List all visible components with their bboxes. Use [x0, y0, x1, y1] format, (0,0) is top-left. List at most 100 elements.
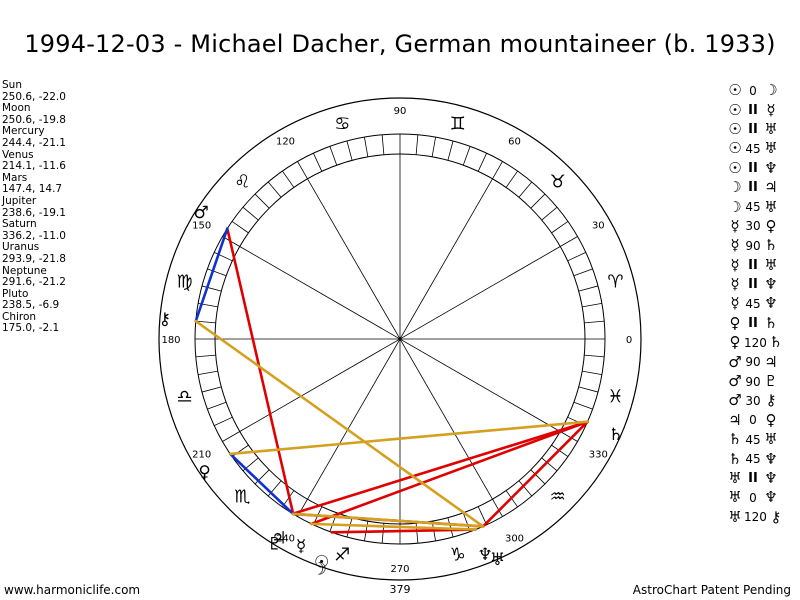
planet-position-chiron: 175.0, -2.1	[2, 322, 60, 335]
footer-number: 379	[389, 583, 411, 596]
gemini-icon: ♊	[450, 114, 466, 135]
aspect-type: 0	[749, 490, 757, 505]
aspect-row: ☉ II ☿	[726, 100, 798, 119]
degree-tick	[541, 457, 558, 472]
aspect-type: 90	[745, 355, 761, 370]
aspect-planet-glyph: ☉	[728, 139, 742, 158]
planet-name-pluto: Pluto	[2, 287, 29, 300]
aspect-planet-glyph: ♄	[764, 313, 778, 332]
aspect-planet-glyph: ♅	[764, 139, 778, 158]
aspect-list: ☉ 0 ☽ ☉ II ☿ ☉ II ♅ ☉ 45 ♅ ☉ II ♆ ☽ II ♃ ☽ 45 ♅ ☿ 30 ♀ ☿ 90 ♄ ☿ II ♅ ☿…	[726, 81, 798, 527]
planet-name-mars: Mars	[2, 171, 28, 184]
aspect-line	[194, 319, 485, 528]
aspect-planet-glyph: ♄	[764, 236, 778, 255]
leo-icon: ♌	[234, 171, 250, 192]
aspect-planet-glyph: ☿	[730, 294, 740, 313]
degree-label: 180	[161, 335, 180, 346]
aspect-planet-glyph: ☽	[728, 197, 742, 216]
aspect-planet-glyph: ♆	[764, 294, 778, 313]
aspect-row: ♀ 120 ♄	[726, 333, 798, 352]
planet-name-saturn: Saturn	[2, 218, 37, 231]
aspect-row: ☉ 45 ♅	[726, 139, 798, 158]
mars-icon: ♂	[194, 203, 209, 223]
aspect-line	[310, 420, 589, 526]
degree-tick	[584, 320, 605, 324]
moon-icon: ☽	[312, 559, 327, 579]
degree-tick	[313, 153, 323, 172]
aspect-row: ☿ 45 ♆	[726, 294, 798, 313]
outer-circle	[158, 97, 642, 581]
aspect-planet-glyph: ☉	[728, 81, 742, 100]
chiron-icon: ⚷	[159, 309, 171, 329]
aspect-row: ☿ II ♆	[726, 275, 798, 294]
aspect-line	[225, 227, 295, 516]
spoke-line	[239, 246, 561, 432]
zodiac-signs: ♈ ♉ ♊ ♋ ♌ ♍ ♎ ♏ ♐ ♑ ♒ ♓	[177, 114, 624, 566]
aspect-row: ♂ 90 ♃	[726, 352, 798, 371]
degree-label: 330	[589, 450, 608, 461]
mercury-icon: ☿	[296, 536, 306, 556]
degree-tick	[381, 134, 385, 155]
aspect-row: ☿ 90 ♄	[726, 236, 798, 255]
footer-website[interactable]: www.harmoniclife.com	[4, 583, 141, 597]
planet-position-moon: 250.6, -19.8	[2, 113, 66, 126]
degree-tick	[201, 386, 222, 393]
degree-label: 300	[505, 533, 524, 544]
aspect-type: II	[748, 160, 758, 176]
aspect-row: ☿ II ♅	[726, 256, 798, 275]
libra-icon: ♎	[177, 387, 193, 408]
aspect-type: 90	[745, 374, 761, 389]
aspect-row: ♅ 0 ♆	[726, 488, 798, 507]
aspect-type: II	[748, 257, 758, 273]
degree-tick	[214, 252, 233, 262]
degree-tick	[447, 140, 454, 161]
planet-position-saturn: 336.2, -11.0	[2, 229, 66, 242]
planet-name-chiron: Chiron	[2, 310, 37, 323]
capricorn-icon: ♑	[450, 544, 466, 565]
degree-tick	[207, 268, 227, 277]
aspect-planet-glyph: ☿	[730, 216, 740, 235]
aspect-planet-glyph: ♂	[728, 391, 742, 410]
venus-icon: ♀	[198, 462, 210, 482]
jupiter-icon: ♃	[271, 528, 286, 548]
degree-tick	[364, 137, 369, 157]
degree-tick	[573, 401, 593, 410]
aspect-row: ☉ II ♅	[726, 120, 798, 139]
aspect-row: ♂ 90 ♇	[726, 372, 798, 391]
aspect-type: 45	[745, 296, 761, 311]
degree-tick	[578, 386, 599, 393]
aspect-planet-glyph: ♆	[764, 469, 778, 487]
degree-tick	[477, 506, 487, 525]
aspect-line	[228, 420, 589, 456]
aspect-planet-glyph: ☽	[764, 81, 778, 100]
aspect-line	[194, 227, 229, 323]
degree-tick	[415, 134, 419, 155]
aspect-planet-glyph: ♇	[764, 372, 778, 391]
aspect-row: ☿ 30 ♀	[726, 217, 798, 236]
degree-tick	[282, 170, 295, 188]
degree-tick	[492, 499, 503, 517]
aspect-planet-glyph: ♃	[764, 352, 778, 371]
chart-title: 1994-12-03 - Michael Dacher, German moun…	[24, 30, 776, 58]
degree-label: 30	[592, 221, 605, 232]
aspect-line	[310, 522, 477, 531]
cancer-icon: ♋	[334, 114, 350, 135]
aspect-planet-glyph: ☿	[730, 236, 740, 255]
degree-tick	[560, 431, 578, 442]
degree-tick	[530, 469, 546, 485]
planet-position-venus: 214.1, -11.6	[2, 160, 66, 173]
planet-name-venus: Venus	[2, 148, 34, 161]
saturn-icon: ♄	[608, 425, 623, 445]
degree-label: 210	[192, 450, 211, 461]
degree-tick	[195, 320, 216, 324]
planet-position-jupiter: 238.6, -19.1	[2, 206, 66, 219]
aspect-row: ☉ 0 ☽	[726, 81, 798, 100]
scorpio-icon: ♏	[234, 487, 250, 508]
planet-name-jupiter: Jupiter	[2, 194, 37, 207]
aspect-type: 30	[745, 393, 761, 408]
aspect-type: II	[748, 102, 758, 118]
planet-position-mercury: 244.4, -21.1	[2, 136, 66, 149]
degree-tick	[541, 206, 558, 221]
pluto-icon: ♇	[267, 534, 282, 554]
planet-name-moon: Moon	[2, 102, 31, 115]
